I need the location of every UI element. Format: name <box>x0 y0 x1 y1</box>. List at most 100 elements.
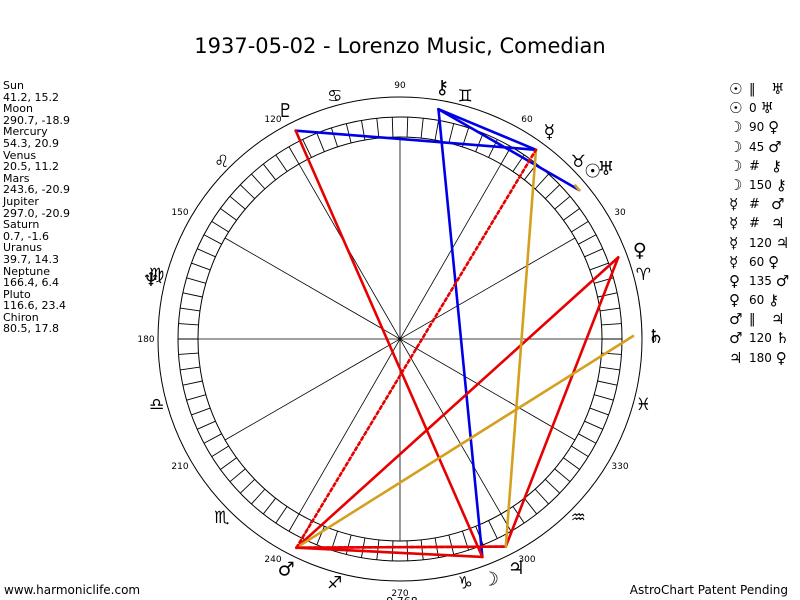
degree-label-270: 270 <box>391 589 408 599</box>
degree-label-240: 240 <box>264 555 281 565</box>
saturn-icon: ♄ <box>647 326 664 348</box>
aspect-planet-1: ☽ <box>729 175 743 194</box>
position-name-mars: Mars <box>3 171 30 185</box>
band-tick <box>475 132 484 152</box>
band-tick <box>448 123 455 144</box>
band-tick <box>488 520 498 539</box>
band-tick <box>448 534 455 555</box>
footer-website[interactable]: www.harmoniclife.com <box>4 583 141 597</box>
band-tick <box>554 468 571 483</box>
band-tick <box>178 323 199 326</box>
degree-label-210: 210 <box>171 462 188 472</box>
position-name-mercury: Mercury <box>3 125 48 139</box>
band-tick <box>376 118 380 139</box>
band-tick <box>594 394 614 401</box>
band-tick <box>186 277 206 284</box>
libra-sign-icon: ♎ <box>149 395 164 415</box>
band-tick <box>589 262 609 271</box>
venus-icon: ♀ <box>633 239 647 261</box>
aspect-line <box>295 545 508 550</box>
degree-label-330: 330 <box>611 462 628 472</box>
band-tick <box>191 262 211 271</box>
band-tick <box>239 478 256 494</box>
degree-label-90: 90 <box>394 81 406 91</box>
aspect-planet-2: ♀ <box>775 348 787 367</box>
position-value-jupiter: 297.0, -20.9 <box>3 206 70 220</box>
aspect-planet-2: ♀ <box>768 118 780 137</box>
band-tick <box>584 248 603 258</box>
band-tick <box>534 173 549 190</box>
position-name-moon: Moon <box>3 102 33 116</box>
band-tick <box>330 127 339 148</box>
band-tick <box>578 433 597 444</box>
band-tick <box>578 234 597 245</box>
aspect-angle: 135 <box>749 273 776 288</box>
aspect-angle: 45 <box>749 139 769 154</box>
aspect-planet-2: ♃ <box>775 233 790 252</box>
band-tick <box>180 366 201 371</box>
cancer-sign-icon: ♋ <box>327 87 342 107</box>
aries-sign-icon: ♈ <box>636 265 651 285</box>
position-value-mars: 243.6, -20.9 <box>3 183 70 197</box>
aspect-planet-1: ☿ <box>729 233 739 252</box>
aspect-line <box>295 256 620 550</box>
band-tick <box>229 468 246 483</box>
aspect-planet-2: ♂ <box>775 271 790 290</box>
mercury-icon: ☿ <box>544 121 556 143</box>
aspect-planet-2: ♅ <box>760 99 774 118</box>
aspect-planet-2: ♄ <box>775 329 790 348</box>
band-tick <box>584 420 603 430</box>
band-tick <box>571 220 589 233</box>
aspect-line <box>294 129 538 152</box>
aspect-planet-1: ♂ <box>729 310 743 329</box>
band-tick <box>220 457 237 470</box>
aspect-angle: 180 <box>749 350 776 365</box>
footer-patent: AstroChart Patent Pending <box>629 583 788 597</box>
aquarius-sign-icon: ♒ <box>571 508 586 528</box>
position-name-venus: Venus <box>3 148 37 162</box>
aspect-planet-1: ☿ <box>729 214 739 233</box>
position-value-neptune: 166.4, 6.4 <box>3 276 59 290</box>
position-name-chiron: Chiron <box>3 310 39 324</box>
pluto-icon: ♇ <box>277 100 294 122</box>
sagittarius-sign-icon: ♐ <box>327 573 342 593</box>
sun-icon: ☉ <box>584 160 601 182</box>
aspect-planet-1: ♃ <box>729 348 743 367</box>
band-tick <box>316 526 325 546</box>
band-tick <box>178 352 199 355</box>
band-tick <box>203 234 222 245</box>
aspect-planet-2: ♀ <box>768 252 780 271</box>
band-tick <box>262 163 276 181</box>
band-tick <box>391 117 394 138</box>
aspect-planet-2: ♂ <box>771 195 785 214</box>
band-tick <box>544 184 561 200</box>
band-tick <box>239 184 256 200</box>
aspect-row: ♂ 120 ♄ <box>729 329 789 348</box>
aspect-line <box>504 148 538 548</box>
band-tick <box>220 208 237 221</box>
aspect-row: ♃ 180 ♀ <box>729 349 789 368</box>
aspect-planet-1: ☽ <box>729 118 743 137</box>
band-tick <box>180 307 201 312</box>
band-tick <box>420 118 424 139</box>
band-tick <box>302 139 312 158</box>
band-tick <box>406 540 409 561</box>
band-tick <box>197 420 216 430</box>
aspect-symbol: ‖ <box>749 312 756 328</box>
band-tick <box>571 445 589 458</box>
aspect-row: ☽ 90 ♀ <box>729 118 789 137</box>
band-tick <box>597 292 618 298</box>
aspect-planet-2: ♂ <box>768 137 782 156</box>
band-tick <box>251 173 266 190</box>
band-tick <box>406 117 409 138</box>
aspect-planet-2: ⚷ <box>768 291 780 310</box>
bottom-value: -9,768 <box>382 595 417 600</box>
aspect-line <box>437 107 538 152</box>
band-tick <box>391 540 394 561</box>
outer-circle <box>157 96 643 582</box>
aspect-line <box>294 129 484 559</box>
band-tick <box>434 120 439 141</box>
position-name-neptune: Neptune <box>3 264 51 278</box>
band-tick <box>262 497 276 515</box>
